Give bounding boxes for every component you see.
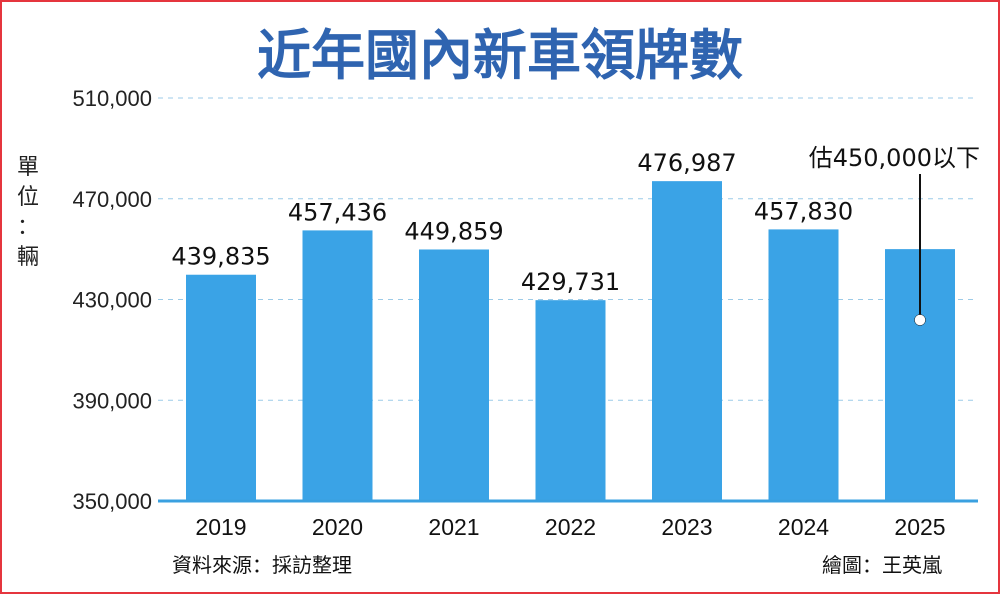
- y-axis-unit-label: 單位：輛: [17, 155, 39, 270]
- y-tick-label: 510,000: [72, 86, 152, 111]
- y-tick-label: 470,000: [72, 187, 152, 212]
- source-note: 資料來源：採訪整理: [172, 553, 352, 577]
- data-labels: 439,835 457,436 449,859 429,731 476,987 457,8…: [171, 149, 853, 296]
- annotation: 估450,000以下: [809, 144, 980, 326]
- x-tick-label-2020: 2020: [312, 514, 363, 540]
- bar-2020: [302, 230, 373, 501]
- x-tick-label-2024: 2024: [778, 514, 829, 540]
- bar-2022: [535, 300, 606, 501]
- x-tick-label-2021: 2021: [428, 514, 479, 540]
- x-tick-label-2023: 2023: [661, 514, 712, 540]
- y-axis-ticks: 350,000 390,000 430,000 470,000 510,000: [72, 86, 152, 514]
- bars: [186, 181, 955, 501]
- x-tick-label-2019: 2019: [195, 514, 246, 540]
- data-label-2022: 429,731: [521, 268, 620, 296]
- bar-2021: [419, 249, 489, 501]
- annotation-text: 估450,000以下: [809, 144, 980, 172]
- credit-note: 繪圖：王英嵐: [822, 553, 942, 577]
- y-tick-label: 350,000: [72, 489, 152, 514]
- x-tick-label-2025: 2025: [894, 514, 945, 540]
- y-tick-label: 430,000: [72, 288, 152, 313]
- bar-2024: [768, 229, 839, 501]
- x-tick-label-2022: 2022: [545, 514, 596, 540]
- annotation-marker: [914, 314, 926, 326]
- y-tick-label: 390,000: [72, 388, 152, 413]
- chart-title: 近年國內新車領牌數: [257, 24, 743, 87]
- bar-2023: [652, 181, 722, 501]
- data-label-2021: 449,859: [404, 217, 503, 245]
- data-label-2024: 457,830: [754, 197, 853, 225]
- data-label-2020: 457,436: [288, 198, 387, 226]
- data-label-2019: 439,835: [171, 243, 270, 271]
- bar-2019: [186, 274, 256, 501]
- x-axis-ticks: 2019 2020 2021 2022 2023 2024 2025: [195, 514, 945, 540]
- data-label-2023: 476,987: [637, 149, 736, 177]
